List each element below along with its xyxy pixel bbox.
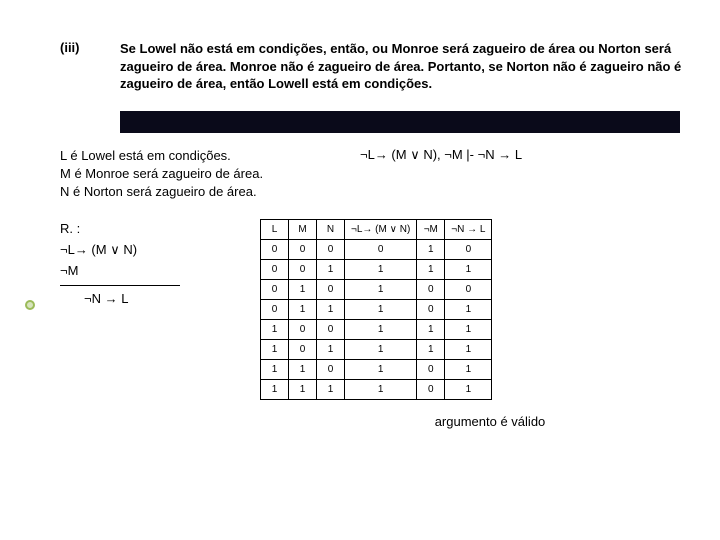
table-row: 100111 (261, 320, 492, 340)
table-row: 001111 (261, 260, 492, 280)
table-row: 010100 (261, 280, 492, 300)
cell: 1 (445, 340, 492, 360)
cell: 1 (345, 300, 417, 320)
col-header: ¬L→ (M ∨ N) (345, 220, 417, 240)
cell: 0 (445, 240, 492, 260)
cell: 1 (345, 320, 417, 340)
validity-statement: argumento é válido (290, 414, 690, 429)
table-row: 011101 (261, 300, 492, 320)
cell: 0 (445, 280, 492, 300)
cell: 1 (261, 360, 289, 380)
cell: 1 (261, 340, 289, 360)
cell: 0 (289, 260, 317, 280)
cell: 1 (445, 320, 492, 340)
cell: 1 (345, 260, 417, 280)
cell: 0 (317, 240, 345, 260)
definitions-block: L é Lowel está em condições. M é Monroe … (60, 147, 340, 202)
premise-1: ¬L→ (M ∨ N) (60, 240, 250, 261)
cell: 1 (317, 260, 345, 280)
problem-statement: Se Lowel não está em condições, então, o… (120, 40, 690, 93)
col-header: ¬M (417, 220, 445, 240)
cell: 0 (261, 240, 289, 260)
cell: 0 (417, 300, 445, 320)
table-row: 110101 (261, 360, 492, 380)
cell: 1 (445, 380, 492, 400)
cell: 0 (317, 280, 345, 300)
col-header: M (289, 220, 317, 240)
cell: 1 (445, 360, 492, 380)
cell: 1 (261, 320, 289, 340)
cell: 1 (289, 280, 317, 300)
cell: 0 (417, 280, 445, 300)
derivation-line: ¬L→ (M ∨ N), ¬M |- ¬N → L (340, 147, 522, 202)
cell: 1 (345, 280, 417, 300)
cell: 0 (261, 260, 289, 280)
table-row: 111101 (261, 380, 492, 400)
cell: 1 (417, 320, 445, 340)
table-header-row: L M N ¬L→ (M ∨ N) ¬M ¬N → L (261, 220, 492, 240)
cell: 0 (317, 320, 345, 340)
cell: 1 (289, 380, 317, 400)
roman-numeral: (iii) (60, 40, 120, 55)
cell: 1 (289, 300, 317, 320)
cell: 1 (445, 300, 492, 320)
cell: 0 (317, 360, 345, 380)
cell: 0 (289, 240, 317, 260)
inference-line (60, 285, 180, 286)
cell: 1 (345, 380, 417, 400)
cell: 1 (261, 380, 289, 400)
table-row: 101111 (261, 340, 492, 360)
premises-block: R. : ¬L→ (M ∨ N) ¬M ¬N → L (60, 219, 250, 400)
cell: 0 (289, 340, 317, 360)
cell: 1 (417, 260, 445, 280)
col-header: N (317, 220, 345, 240)
conclusion: ¬N → L (60, 289, 250, 310)
cell: 1 (417, 240, 445, 260)
truth-table: L M N ¬L→ (M ∨ N) ¬M ¬N → L 000010 00111… (260, 219, 492, 400)
def-m: M é Monroe será zagueiro de área. (60, 165, 340, 183)
cell: 0 (417, 360, 445, 380)
cell: 1 (289, 360, 317, 380)
cell: 0 (417, 380, 445, 400)
table-row: 000010 (261, 240, 492, 260)
cell: 0 (261, 280, 289, 300)
dark-banner (120, 111, 680, 133)
cell: 1 (445, 260, 492, 280)
def-l: L é Lowel está em condições. (60, 147, 340, 165)
cell: 0 (345, 240, 417, 260)
cell: 1 (317, 380, 345, 400)
col-header: L (261, 220, 289, 240)
premise-2: ¬M (60, 261, 250, 282)
cell: 1 (345, 340, 417, 360)
cell: 1 (345, 360, 417, 380)
cell: 1 (317, 300, 345, 320)
cell: 0 (261, 300, 289, 320)
cell: 1 (317, 340, 345, 360)
cell: 1 (417, 340, 445, 360)
col-header: ¬N → L (445, 220, 492, 240)
def-n: N é Norton será zagueiro de área. (60, 183, 340, 201)
bullet-icon (25, 300, 35, 310)
cell: 0 (289, 320, 317, 340)
premises-label: R. : (60, 219, 250, 240)
